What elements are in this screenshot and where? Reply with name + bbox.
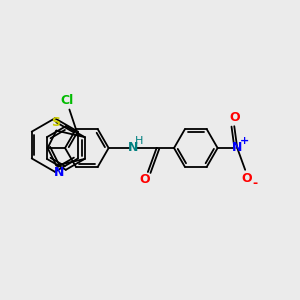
- Text: N: N: [128, 140, 138, 154]
- Text: N: N: [54, 166, 64, 179]
- Text: +: +: [239, 136, 249, 146]
- Text: Cl: Cl: [61, 94, 74, 107]
- Text: N: N: [232, 140, 242, 154]
- Text: O: O: [242, 172, 253, 185]
- Text: O: O: [140, 173, 150, 186]
- Text: S: S: [51, 116, 60, 129]
- Text: O: O: [229, 111, 240, 124]
- Text: H: H: [135, 136, 144, 146]
- Text: -: -: [253, 177, 258, 190]
